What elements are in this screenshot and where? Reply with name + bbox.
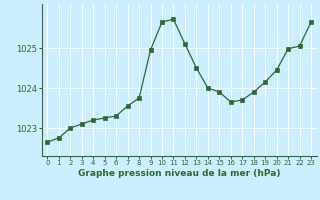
X-axis label: Graphe pression niveau de la mer (hPa): Graphe pression niveau de la mer (hPa) [78, 169, 280, 178]
